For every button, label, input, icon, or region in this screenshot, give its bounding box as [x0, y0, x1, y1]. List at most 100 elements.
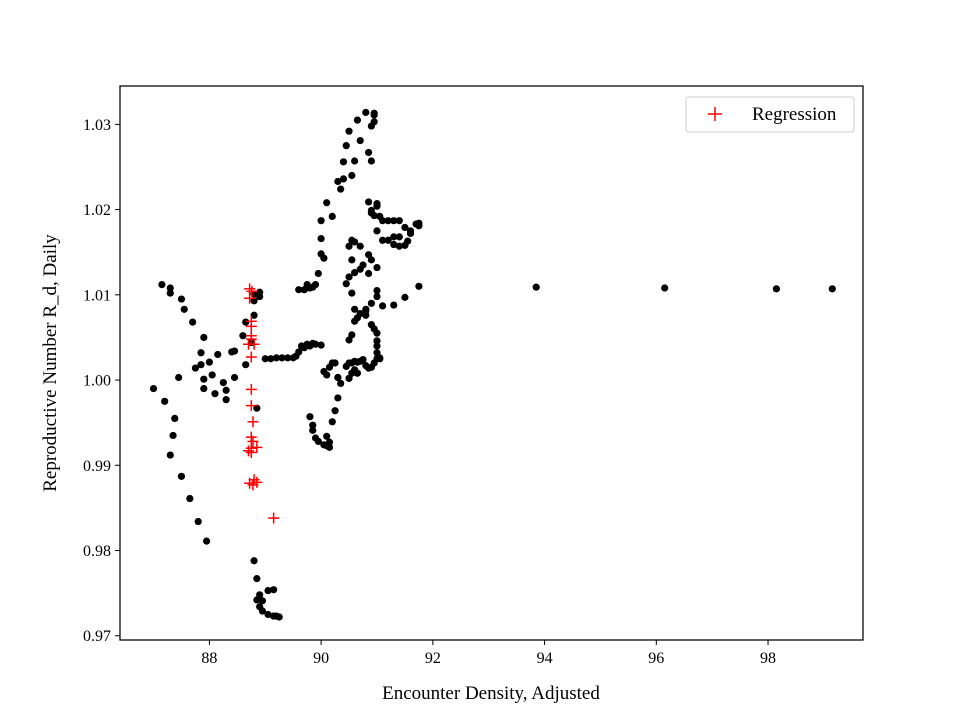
regression-point — [245, 446, 257, 458]
data-point — [378, 302, 387, 310]
data-point — [415, 282, 423, 290]
data-point — [169, 431, 177, 440]
legend: Regression — [685, 96, 855, 133]
data-point — [275, 613, 283, 621]
x-axis-title: Encounter Density, Adjusted — [382, 683, 600, 704]
data-point — [373, 263, 381, 272]
data-point — [362, 311, 370, 319]
data-point — [311, 340, 320, 348]
data-point — [359, 355, 367, 364]
data-point — [331, 359, 339, 367]
data-point — [200, 375, 208, 383]
data-point — [158, 280, 166, 289]
data-point — [401, 223, 409, 232]
y-tick-label: 1.00 — [83, 373, 111, 390]
data-point — [373, 286, 381, 295]
data-point — [325, 438, 334, 446]
data-point — [348, 369, 356, 377]
x-tick-label: 88 — [201, 650, 217, 667]
data-point — [367, 256, 375, 264]
data-point — [175, 373, 183, 382]
data-point — [384, 236, 392, 244]
plot-marks — [149, 108, 836, 621]
data-point — [342, 142, 350, 150]
data-point — [351, 305, 359, 313]
data-point — [320, 254, 328, 262]
data-point — [270, 586, 278, 594]
data-point — [211, 390, 219, 398]
regression-point — [244, 292, 256, 304]
y-tick-label: 1.02 — [83, 202, 111, 219]
data-point — [314, 269, 322, 278]
regression-point — [245, 333, 257, 345]
data-point — [395, 217, 403, 225]
data-point — [191, 364, 200, 372]
data-point — [264, 610, 272, 619]
data-point — [373, 337, 381, 345]
regression-series — [242, 283, 280, 524]
x-tick-label: 90 — [313, 650, 329, 667]
data-point — [415, 222, 423, 230]
data-point — [258, 607, 267, 615]
data-point — [348, 171, 356, 180]
data-point — [373, 292, 381, 301]
data-point — [384, 217, 392, 225]
data-point — [342, 280, 350, 288]
data-point — [828, 285, 836, 293]
data-point — [353, 116, 362, 124]
data-point — [351, 238, 359, 246]
data-point — [317, 217, 325, 225]
data-point — [390, 217, 398, 225]
data-point — [250, 297, 258, 305]
data-point — [197, 349, 205, 357]
data-point — [367, 299, 375, 307]
data-point — [390, 233, 398, 241]
data-point — [166, 284, 174, 292]
data-point — [376, 355, 384, 363]
regression-point — [268, 512, 280, 524]
data-point — [200, 333, 208, 342]
data-point — [177, 295, 186, 303]
data-point — [364, 148, 373, 157]
data-point — [200, 384, 208, 393]
data-point — [171, 414, 179, 422]
data-point — [258, 597, 267, 605]
data-point — [295, 286, 303, 294]
data-point — [253, 596, 261, 604]
data-point — [345, 336, 353, 344]
data-point — [348, 289, 356, 297]
regression-point — [245, 320, 257, 332]
data-point — [309, 426, 317, 434]
regression-point — [247, 435, 259, 447]
data-point — [337, 379, 345, 388]
data-point — [317, 341, 325, 349]
data-point — [337, 185, 345, 193]
data-point — [177, 472, 186, 480]
data-point — [166, 289, 174, 297]
data-point — [311, 280, 320, 289]
data-point — [222, 396, 230, 404]
data-point — [253, 575, 261, 583]
data-point — [378, 236, 387, 244]
data-point — [404, 237, 412, 245]
data-point — [406, 229, 415, 238]
data-point — [189, 318, 197, 326]
regression-point — [245, 383, 257, 395]
regression-point — [245, 351, 257, 363]
data-point — [323, 371, 331, 379]
data-point — [331, 407, 339, 415]
data-point — [256, 292, 264, 301]
data-point — [309, 421, 317, 429]
y-tick-label: 0.98 — [83, 543, 111, 560]
data-point — [323, 199, 331, 207]
data-point — [328, 418, 336, 426]
data-point — [370, 118, 378, 126]
x-tick-label: 96 — [648, 650, 664, 667]
data-point — [345, 127, 353, 135]
regression-point — [242, 445, 254, 457]
legend-label-regression: Regression — [752, 104, 837, 125]
data-point — [166, 451, 174, 459]
data-point — [253, 404, 261, 412]
data-point — [314, 437, 322, 446]
legend-marker-regression — [708, 107, 722, 121]
